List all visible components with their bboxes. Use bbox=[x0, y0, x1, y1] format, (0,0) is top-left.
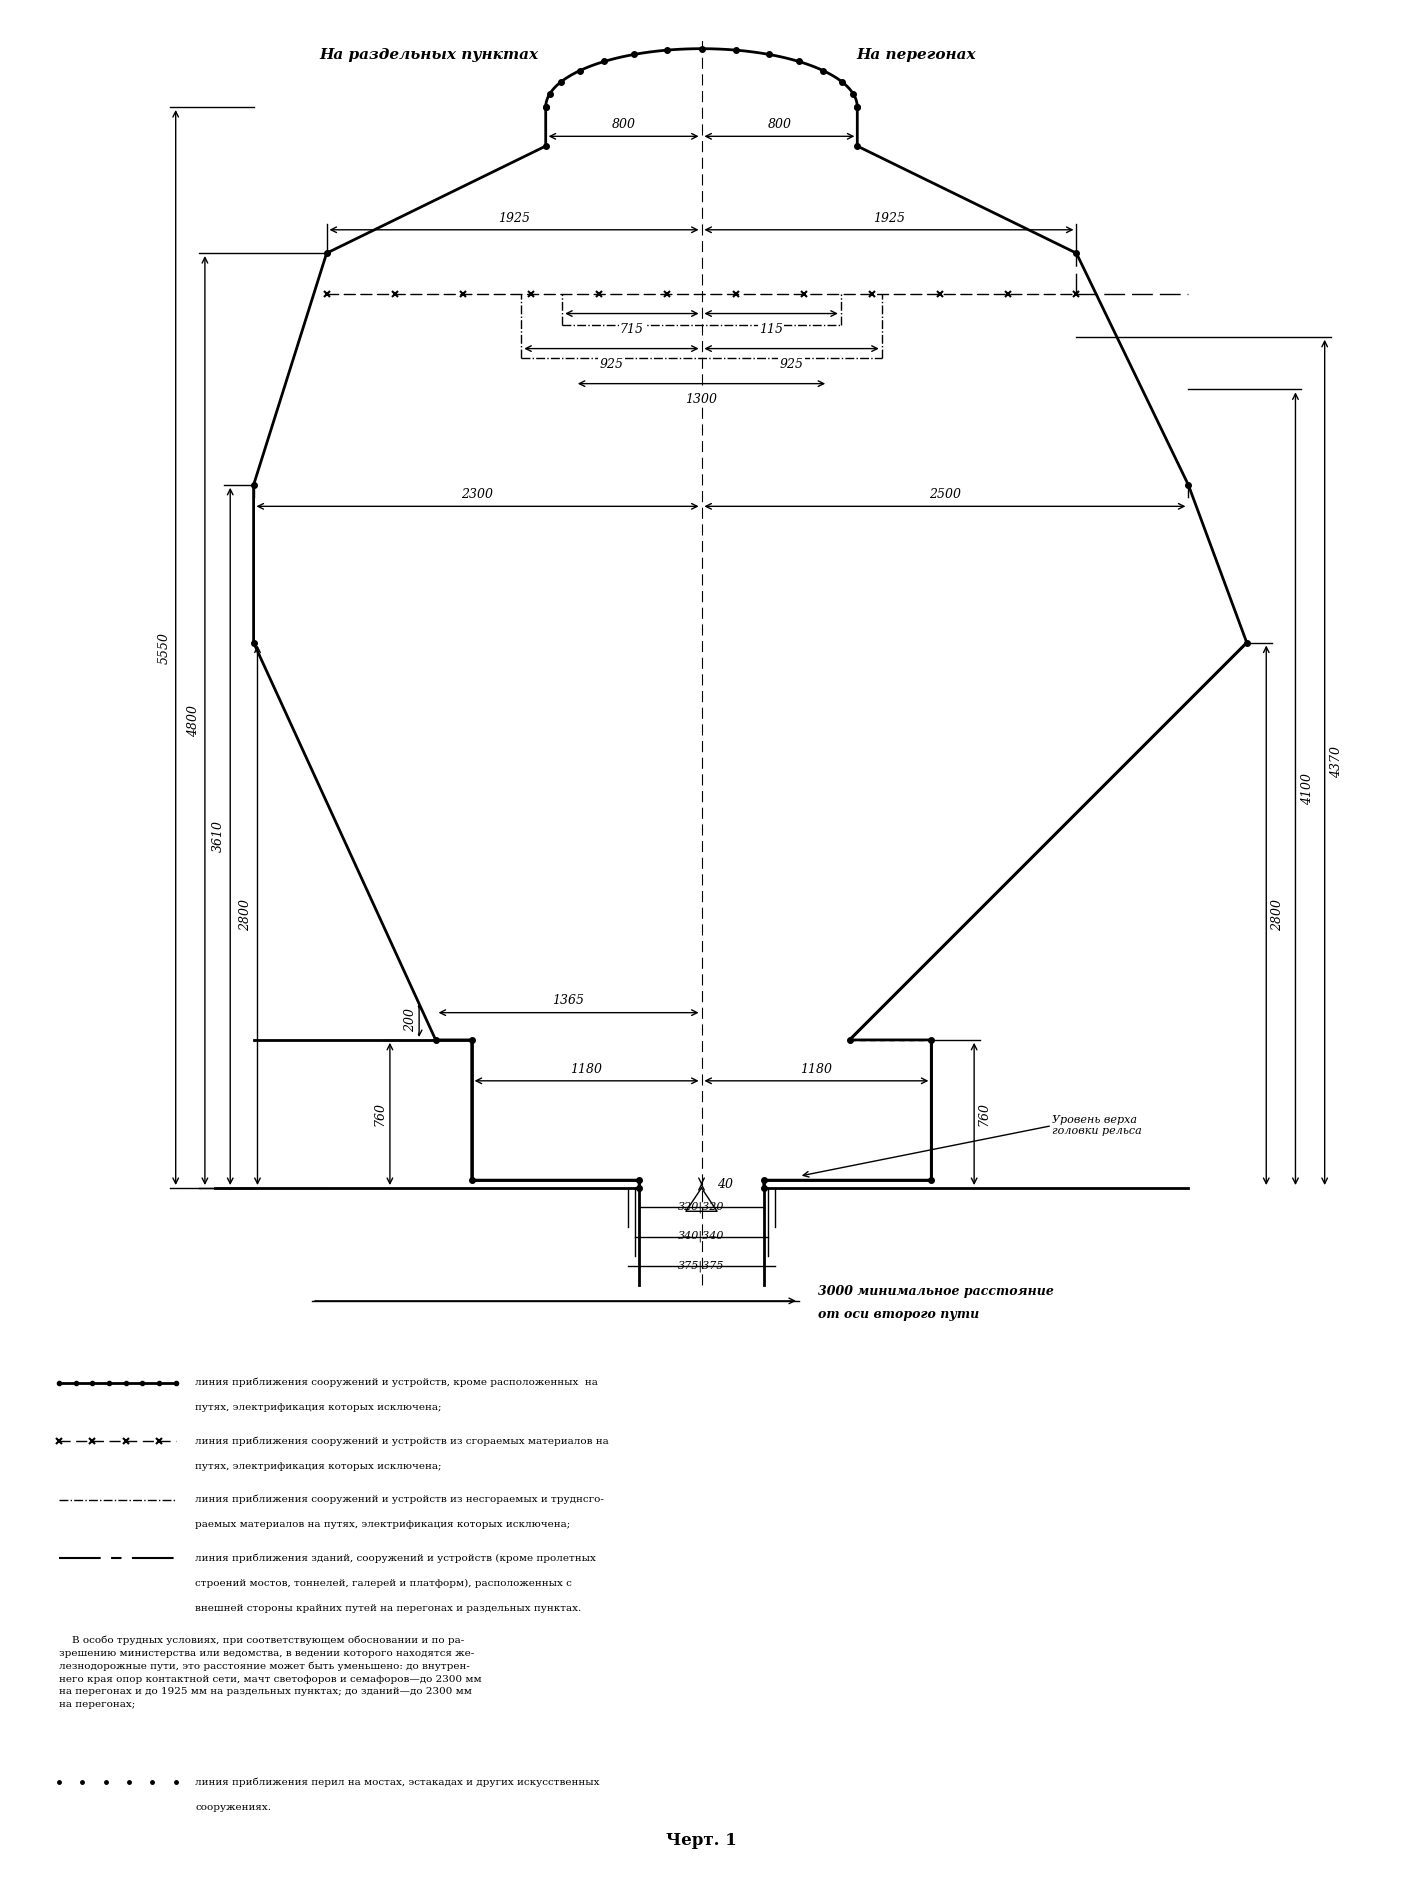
Text: 1365: 1365 bbox=[553, 994, 585, 1007]
Text: путях, электрификация которых исключена;: путях, электрификация которых исключена; bbox=[195, 1404, 442, 1413]
Text: 200: 200 bbox=[404, 1009, 417, 1033]
Text: линия приближения зданий, сооружений и устройств (кроме пролетных: линия приближения зданий, сооружений и у… bbox=[195, 1553, 596, 1562]
Text: линия приближения перил на мостах, эстакадах и других искусственных: линия приближения перил на мостах, эстак… bbox=[195, 1778, 599, 1787]
Text: 1925: 1925 bbox=[498, 212, 530, 225]
Text: 340|340: 340|340 bbox=[678, 1232, 725, 1243]
Text: 925: 925 bbox=[780, 357, 804, 370]
Text: На раздельных пунктах: На раздельных пунктах bbox=[320, 47, 539, 62]
Text: В особо трудных условиях, при соответствующем обосновании и по ра-
зрешению мини: В особо трудных условиях, при соответств… bbox=[59, 1636, 481, 1708]
Text: линия приближения сооружений и устройств, кроме расположенных  на: линия приближения сооружений и устройств… bbox=[195, 1377, 598, 1387]
Text: сооружениях.: сооружениях. bbox=[195, 1802, 271, 1812]
Text: 1300: 1300 bbox=[686, 393, 717, 406]
Text: строений мостов, тоннелей, галерей и платформ), расположенных с: строений мостов, тоннелей, галерей и пла… bbox=[195, 1579, 572, 1589]
Text: 3000 минимальное расстояние: 3000 минимальное расстояние bbox=[818, 1285, 1054, 1298]
Text: 115: 115 bbox=[759, 323, 783, 336]
Text: 2300: 2300 bbox=[462, 487, 494, 501]
Text: 375|375: 375|375 bbox=[678, 1260, 725, 1271]
Text: 4100: 4100 bbox=[1301, 773, 1313, 805]
Text: 4370: 4370 bbox=[1330, 746, 1343, 778]
Text: На перегонах: На перегонах bbox=[856, 47, 975, 62]
Text: 1925: 1925 bbox=[873, 212, 905, 225]
Text: 5550: 5550 bbox=[157, 631, 171, 663]
Text: 1180: 1180 bbox=[800, 1064, 832, 1075]
Text: 760: 760 bbox=[978, 1101, 991, 1126]
Text: 2500: 2500 bbox=[929, 487, 961, 501]
Text: 40: 40 bbox=[717, 1177, 734, 1190]
Text: 1180: 1180 bbox=[571, 1064, 603, 1075]
Text: раемых материалов на путях, электрификация которых исключена;: раемых материалов на путях, электрификац… bbox=[195, 1521, 571, 1530]
Text: 800: 800 bbox=[767, 119, 791, 130]
Text: линия приближения сооружений и устройств из сгораемых материалов на: линия приближения сооружений и устройств… bbox=[195, 1436, 609, 1445]
Text: 2800: 2800 bbox=[240, 899, 253, 931]
Text: 2800: 2800 bbox=[1271, 899, 1284, 931]
Text: Черт. 1: Черт. 1 bbox=[666, 1832, 737, 1849]
Text: путях, электрификация которых исключена;: путях, электрификация которых исключена; bbox=[195, 1462, 442, 1472]
Text: 320|320: 320|320 bbox=[678, 1201, 725, 1213]
Text: внешней стороны крайних путей на перегонах и раздельных пунктах.: внешней стороны крайних путей на перегон… bbox=[195, 1604, 581, 1613]
Text: 925: 925 bbox=[599, 357, 623, 370]
Text: 4800: 4800 bbox=[187, 705, 199, 737]
Text: 3610: 3610 bbox=[212, 820, 224, 852]
Text: 760: 760 bbox=[373, 1101, 387, 1126]
Text: 715: 715 bbox=[620, 323, 644, 336]
Text: линия приближения сооружений и устройств из несгораемых и труднсго-: линия приближения сооружений и устройств… bbox=[195, 1494, 605, 1504]
Text: Уровень верха
головки рельса: Уровень верха головки рельса bbox=[1052, 1115, 1142, 1137]
Text: 800: 800 bbox=[612, 119, 636, 130]
Text: от оси второго пути: от оси второго пути bbox=[818, 1307, 979, 1320]
